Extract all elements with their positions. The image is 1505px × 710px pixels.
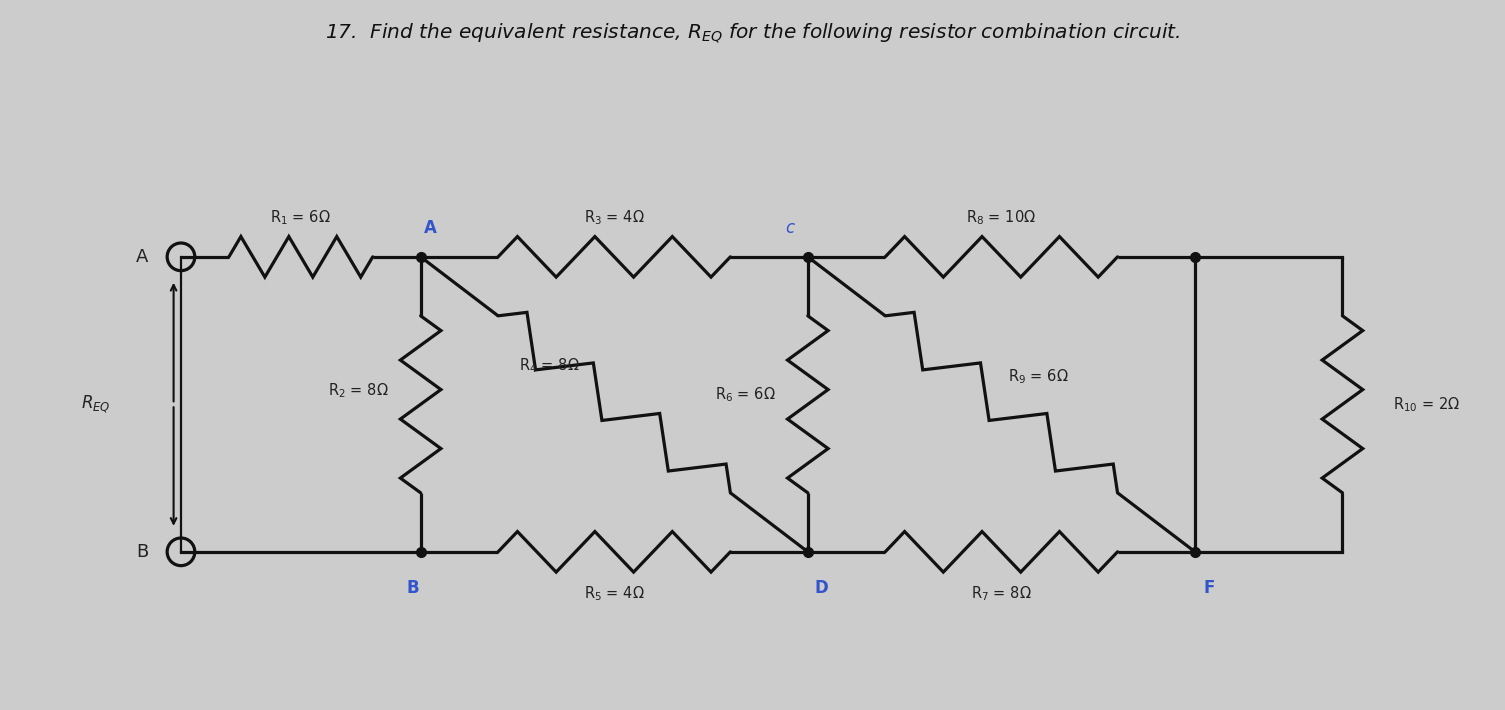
- Text: R$_7$ = 8Ω: R$_7$ = 8Ω: [971, 584, 1032, 603]
- Text: R$_6$ = 6Ω: R$_6$ = 6Ω: [715, 386, 775, 405]
- Text: B: B: [135, 543, 149, 561]
- Text: B: B: [406, 579, 420, 598]
- Text: R$_3$ = 4Ω: R$_3$ = 4Ω: [584, 209, 644, 227]
- Text: $R_{EQ}$: $R_{EQ}$: [81, 393, 111, 415]
- Text: A: A: [135, 248, 149, 266]
- Text: R$_9$ = 6Ω: R$_9$ = 6Ω: [1008, 367, 1069, 386]
- Text: D: D: [814, 579, 829, 598]
- Text: F: F: [1202, 579, 1215, 598]
- Text: R$_1$ = 6Ω: R$_1$ = 6Ω: [271, 209, 331, 227]
- Text: R$_4$ = 8Ω: R$_4$ = 8Ω: [519, 356, 579, 375]
- Text: R$_5$ = 4Ω: R$_5$ = 4Ω: [584, 584, 644, 603]
- Text: R$_8$ = 10Ω: R$_8$ = 10Ω: [966, 209, 1037, 227]
- Text: c: c: [784, 219, 795, 236]
- Text: R$_{10}$ = 2Ω: R$_{10}$ = 2Ω: [1394, 395, 1460, 414]
- Text: 17.  Find the equivalent resistance, $R_{EQ}$ for the following resistor combina: 17. Find the equivalent resistance, $R_{…: [325, 21, 1180, 45]
- Text: R$_2$ = 8Ω: R$_2$ = 8Ω: [328, 381, 388, 400]
- Text: A: A: [423, 219, 436, 236]
